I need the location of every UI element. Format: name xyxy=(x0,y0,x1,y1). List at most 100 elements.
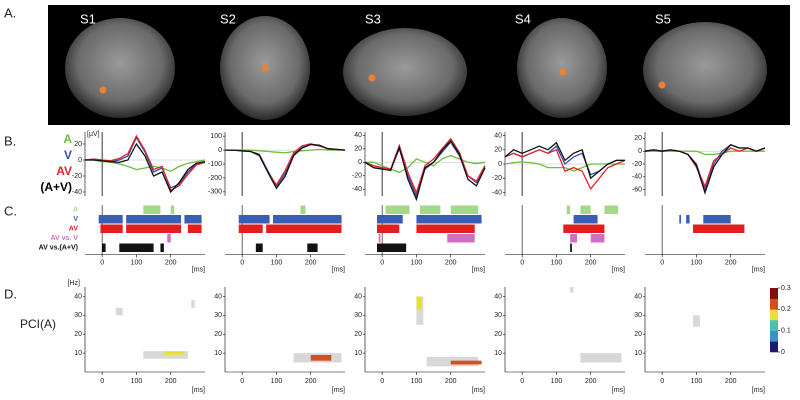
y-tick-label: 40 xyxy=(74,293,82,300)
significance-bar xyxy=(573,215,598,224)
y-tick-label: -300 xyxy=(208,189,222,196)
brain-image xyxy=(517,18,607,118)
significance-bar xyxy=(378,234,381,243)
x-tick-label: 0 xyxy=(240,378,244,385)
x-tick-label: 0 xyxy=(240,259,244,266)
y-tick-label: -200 xyxy=(208,175,222,182)
x-tick-label: 200 xyxy=(725,259,737,266)
y-unit: [µV] xyxy=(87,131,100,138)
significance-bar xyxy=(255,243,263,252)
significance-bar xyxy=(160,243,164,252)
x-tick-label: 0 xyxy=(100,259,104,266)
x-tick-label: 0 xyxy=(520,259,524,266)
y-tick-label: 10 xyxy=(494,350,502,357)
significance-bar xyxy=(703,215,731,224)
significance-bar xyxy=(266,224,342,233)
significance-bar xyxy=(570,243,572,252)
significance-bar xyxy=(100,224,123,233)
y-tick-label: 40 xyxy=(494,132,502,139)
subject-label: S2 xyxy=(220,11,236,26)
significance-bar xyxy=(184,215,202,224)
electrode xyxy=(658,81,666,89)
y-tick-label: -100 xyxy=(208,161,222,168)
y-tick-label: 0 xyxy=(638,148,642,155)
x-unit: [ms] xyxy=(192,266,205,273)
y-tick-label: 0 xyxy=(78,157,82,164)
erp-line xyxy=(644,144,766,195)
x-tick-label: 200 xyxy=(585,259,597,266)
y-tick-label: 20 xyxy=(494,147,502,154)
significance-bar xyxy=(416,215,482,224)
significance-bar xyxy=(307,243,318,252)
legend-label: A xyxy=(63,132,72,146)
erp-line xyxy=(85,159,206,172)
y-tick-label: 10 xyxy=(634,350,642,357)
significance-bar xyxy=(377,224,400,233)
significance-bar xyxy=(98,215,123,224)
colorbar-segment xyxy=(770,330,778,342)
significance-bar xyxy=(377,243,407,252)
colorbar-tick-label: 0 xyxy=(781,349,785,356)
x-tick-label: 0 xyxy=(100,378,104,385)
erp-line xyxy=(504,161,625,172)
x-tick-label: 100 xyxy=(411,378,423,385)
significance-bar xyxy=(102,243,106,252)
brain-image xyxy=(343,28,467,116)
electrode xyxy=(559,68,567,76)
y-tick-label: 100 xyxy=(210,133,222,140)
x-unit: [ms] xyxy=(612,266,625,273)
colorbar-segment xyxy=(770,309,778,321)
panel-label: B. xyxy=(4,133,16,148)
x-unit: [ms] xyxy=(192,387,205,394)
x-unit: [ms] xyxy=(472,266,485,273)
y-tick-label: 30 xyxy=(354,312,362,319)
y-tick-label: 20 xyxy=(354,331,362,338)
legend-label: V xyxy=(64,148,72,162)
y-tick-label: 20 xyxy=(634,331,642,338)
erp-line xyxy=(225,148,345,154)
subject-label: S4 xyxy=(515,11,531,26)
significance-bar xyxy=(187,224,202,233)
brain-image xyxy=(65,18,175,118)
significance-bar xyxy=(170,205,175,214)
significance-bar xyxy=(238,224,263,233)
y-tick-label: 30 xyxy=(494,312,502,319)
colorbar-tick-label: 0.2 xyxy=(781,306,791,313)
x-unit: [ms] xyxy=(332,387,345,394)
masked-region xyxy=(115,307,123,316)
erp-line xyxy=(364,137,486,195)
x-tick-label: 200 xyxy=(585,378,597,385)
x-tick-label: 200 xyxy=(725,378,737,385)
erp-line xyxy=(364,139,486,202)
y-tick-label: -20 xyxy=(632,161,642,168)
pci-region xyxy=(163,351,185,355)
colorbar-segment xyxy=(770,288,778,299)
pci-region xyxy=(310,355,332,361)
x-tick-label: 200 xyxy=(165,378,177,385)
x-unit: [ms] xyxy=(472,387,485,394)
erp-line xyxy=(504,148,626,191)
x-tick-label: 200 xyxy=(305,259,317,266)
y-tick-label: 30 xyxy=(74,312,82,319)
x-tick-label: 100 xyxy=(411,259,423,266)
legend-label: AV xyxy=(56,164,72,178)
y-tick-label: 30 xyxy=(634,312,642,319)
x-tick-label: 200 xyxy=(305,378,317,385)
erp-line xyxy=(84,136,206,189)
y-tick-label: 20 xyxy=(214,331,222,338)
x-unit: [ms] xyxy=(332,266,345,273)
erp-line xyxy=(85,142,206,194)
x-tick-label: 100 xyxy=(691,378,703,385)
y-tick-label: -40 xyxy=(492,189,502,196)
y-tick-label: 10 xyxy=(214,350,222,357)
y-tick-label: 0 xyxy=(498,161,502,168)
y-tick-label: 40 xyxy=(494,293,502,300)
significance-bar xyxy=(119,243,154,252)
significance-bar xyxy=(604,205,619,214)
subject-label: S1 xyxy=(80,11,96,26)
x-tick-label: 100 xyxy=(271,259,283,266)
y-tick-label: -20 xyxy=(72,173,82,180)
significance-bar xyxy=(385,205,410,214)
x-tick-label: 200 xyxy=(445,259,457,266)
significance-bar xyxy=(273,215,342,224)
